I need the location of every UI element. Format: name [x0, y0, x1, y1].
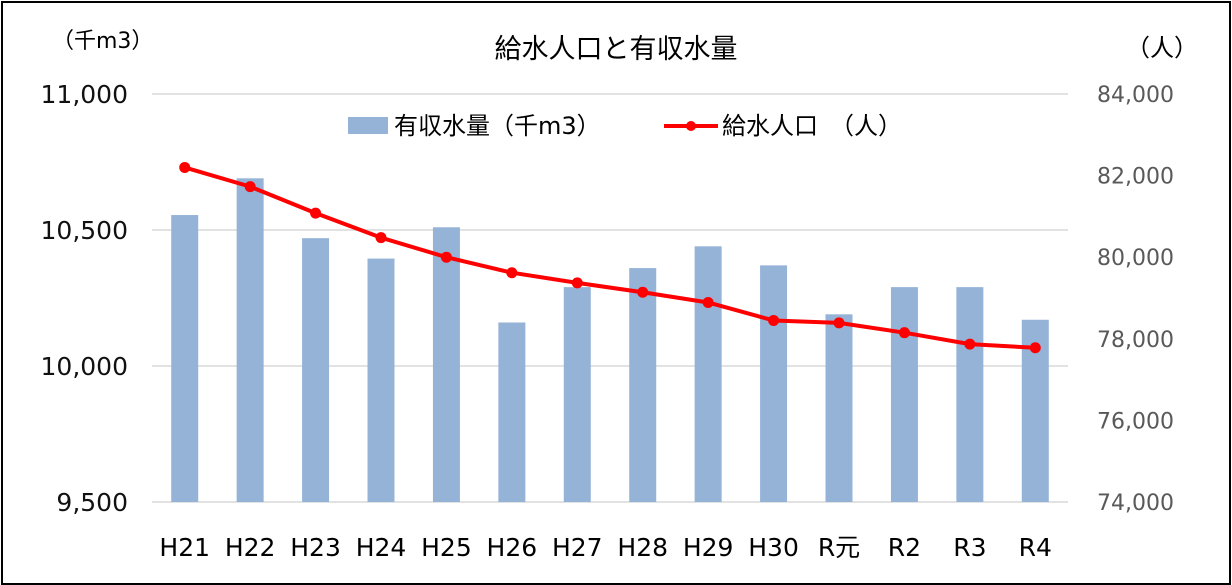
line-point	[310, 207, 322, 219]
category-label: H29	[683, 533, 734, 562]
left-tick-label: 11,000	[41, 80, 128, 109]
line-point	[768, 314, 780, 326]
bar	[171, 215, 199, 503]
line-point	[571, 277, 583, 289]
legend-line-label: 給水人口 （人）	[722, 112, 902, 140]
category-label: H21	[159, 533, 210, 562]
gridlines	[152, 93, 1068, 503]
right-tick-label: 78,000	[1097, 328, 1174, 353]
right-tick-label: 82,000	[1097, 165, 1174, 190]
line-point	[375, 232, 387, 244]
right-tick-label: 74,000	[1097, 491, 1174, 516]
category-label: H26	[487, 533, 538, 562]
category-label: H24	[356, 533, 407, 562]
line-point	[833, 317, 845, 329]
bar-series	[171, 178, 1049, 503]
series-line	[184, 165, 1036, 350]
line-series	[179, 161, 1041, 354]
legend-bar-label: 有収水量（千m3）	[394, 112, 601, 140]
bar	[890, 287, 918, 502]
bar	[563, 287, 591, 502]
left-tick-label: 10,500	[41, 216, 128, 245]
bar	[760, 265, 788, 502]
line-point	[898, 327, 910, 339]
left-tick-label: 10,000	[41, 352, 128, 381]
category-label: R元	[818, 533, 860, 562]
legend-line-marker	[686, 121, 696, 131]
bar	[236, 178, 264, 502]
line-point	[244, 181, 256, 193]
line-point	[179, 161, 191, 173]
bar	[367, 258, 395, 502]
left-axis-unit: （千m3）	[52, 29, 153, 54]
category-label: R4	[1019, 533, 1052, 562]
bar	[629, 268, 657, 502]
right-tick-label: 84,000	[1097, 83, 1174, 108]
right-axis-unit: （人）	[1126, 34, 1198, 62]
line-point	[637, 286, 649, 298]
category-label: H27	[552, 533, 603, 562]
left-axis-ticks: 9,500 10,000 10,500 11,000	[41, 80, 128, 517]
bar	[694, 246, 722, 502]
bar	[302, 238, 330, 502]
right-axis-ticks: 74,000 76,000 78,000 80,000 82,000 84,000	[1097, 83, 1174, 516]
category-axis: H21 H22 H23 H24 H25 H26 H27 H28 H29 H30 R元 R2 R3 R4	[159, 533, 1052, 562]
category-label: H28	[617, 533, 668, 562]
left-tick-label: 9,500	[56, 488, 128, 517]
line-point	[964, 338, 976, 350]
right-tick-label: 80,000	[1097, 246, 1174, 271]
bar	[956, 287, 984, 502]
category-label: R3	[953, 533, 986, 562]
category-label: H25	[421, 533, 472, 562]
bar	[825, 314, 853, 502]
legend-bar-swatch	[348, 117, 388, 134]
line-point	[506, 267, 518, 279]
category-label: H23	[290, 533, 341, 562]
right-tick-label: 76,000	[1097, 409, 1174, 434]
legend: 有収水量（千m3） 給水人口 （人）	[348, 112, 902, 140]
line-point	[440, 251, 452, 263]
chart-title: 給水人口と有収水量	[495, 34, 738, 65]
line-point	[1029, 342, 1041, 354]
category-label: H30	[748, 533, 799, 562]
bar	[432, 227, 460, 502]
category-label: R2	[888, 533, 921, 562]
category-label: H22	[225, 533, 276, 562]
bar	[498, 322, 526, 502]
line-point	[702, 296, 714, 308]
